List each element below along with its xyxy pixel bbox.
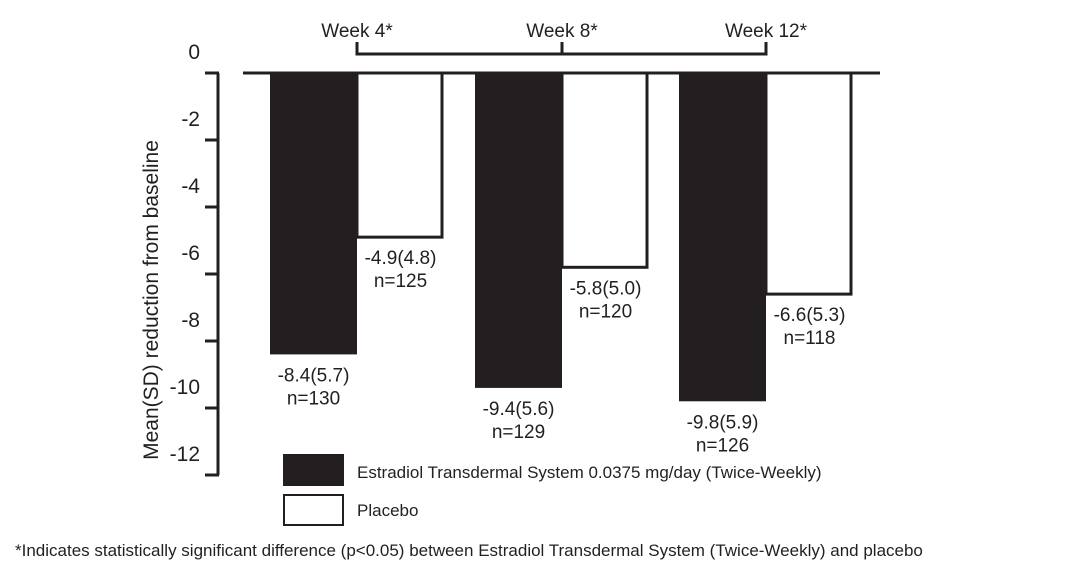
y-tick-label: 0	[188, 41, 200, 64]
legend-swatch-estradiol	[283, 454, 344, 486]
category-label: Week 12*	[725, 21, 808, 42]
category-label: Week 4*	[321, 21, 393, 42]
legend-label-placebo: Placebo	[357, 501, 418, 520]
n-label: n=129	[492, 422, 545, 443]
bar-estradiol	[270, 73, 357, 355]
footnote: *Indicates statistically significant dif…	[15, 541, 923, 560]
data-label: -4.9(4.8)	[365, 248, 437, 269]
n-label: n=125	[374, 271, 427, 292]
y-tick-label: -2	[181, 108, 200, 131]
n-label: n=118	[784, 328, 836, 349]
n-label: n=120	[579, 301, 632, 322]
n-label: n=126	[696, 435, 749, 456]
y-tick-label: -6	[181, 242, 200, 265]
bar-estradiol	[475, 73, 562, 388]
n-label: n=130	[287, 388, 340, 409]
legend-swatch-placebo	[283, 494, 344, 526]
data-label: -5.8(5.0)	[570, 278, 642, 299]
bar-placebo	[560, 71, 649, 269]
data-label: -9.4(5.6)	[483, 399, 555, 420]
data-label: -9.8(5.9)	[687, 412, 759, 433]
y-tick-label: -4	[181, 175, 200, 198]
bar-placebo	[355, 71, 444, 239]
category-label: Week 8*	[526, 21, 598, 42]
legend-label-estradiol: Estradiol Transdermal System 0.0375 mg/d…	[357, 463, 822, 482]
y-tick-label: -10	[170, 376, 200, 399]
y-tick-label: -8	[181, 309, 200, 332]
data-label: -6.6(5.3)	[774, 305, 846, 326]
data-label: -8.4(5.7)	[278, 365, 350, 386]
y-axis-label: Mean(SD) reduction from baseline	[140, 140, 163, 460]
bar-placebo	[764, 71, 853, 296]
y-tick-label: -12	[170, 443, 200, 466]
bar-estradiol	[679, 73, 766, 402]
